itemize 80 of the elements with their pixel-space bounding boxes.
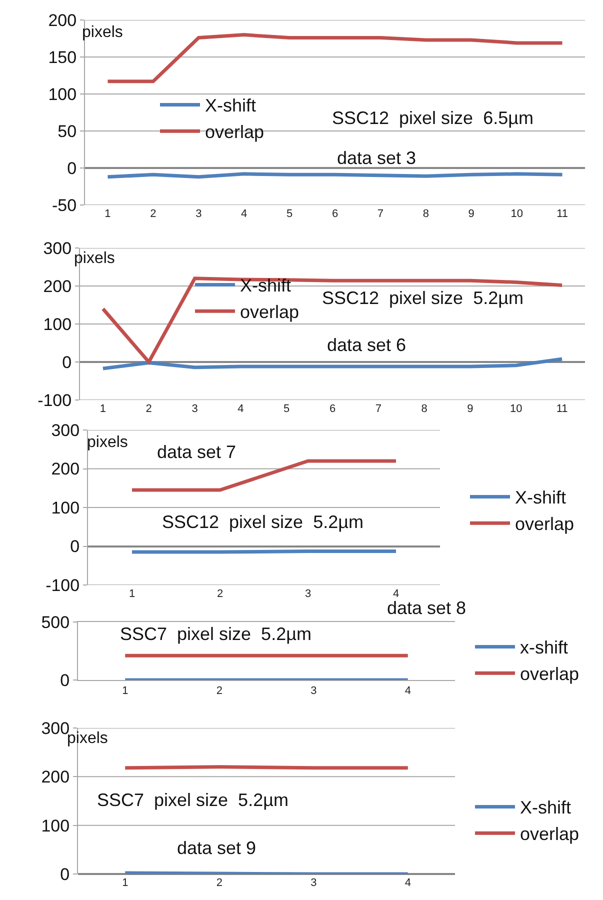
y-axis-title: pixels (82, 24, 123, 41)
x-tick-label: 11 (556, 208, 568, 220)
x-tick-label: 3 (304, 588, 312, 600)
x-tick-label: 6 (332, 208, 338, 220)
legend-label: overlap (520, 824, 580, 844)
x-tick-label: 5 (286, 208, 293, 220)
y-tick-label: 200 (48, 10, 77, 30)
y-tick-label: -100 (46, 576, 80, 595)
x-tick-label: 2 (216, 685, 222, 698)
x-tick-label: 8 (422, 208, 429, 220)
annotation: SSC12 pixel size 6.5µm (332, 108, 534, 128)
y-tick-label: 100 (51, 498, 80, 518)
y-tick-label: 100 (43, 314, 72, 334)
x-tick-label: 1 (122, 685, 128, 698)
x-tick-label: 7 (375, 403, 382, 415)
text: data set 6 (327, 335, 406, 355)
y-tick-label: 100 (48, 84, 77, 104)
y-tick-label: 200 (51, 460, 80, 479)
line-series (101, 357, 564, 370)
legend-label: X-shift (515, 488, 566, 508)
y-tick-label: 500 (41, 612, 70, 632)
x-tick-label: 2 (216, 877, 222, 889)
x-tick-label: 4 (392, 588, 400, 600)
x-tick-label: 9 (468, 208, 474, 220)
y-tick-label: 100 (41, 816, 70, 836)
x-tick-label: 8 (421, 403, 428, 415)
x-tick-label: 2 (216, 588, 224, 600)
legend-label: overlap (515, 514, 574, 534)
x-tick-label: 3 (310, 685, 317, 698)
x-tick-label: 7 (377, 208, 384, 220)
y-tick-label: 0 (70, 537, 80, 556)
y-tick-label: -100 (38, 390, 72, 410)
y-tick-label: 0 (60, 670, 70, 690)
text: data set 7 (157, 442, 236, 462)
y-tick-label: -50 (52, 196, 77, 215)
text: data set 3 (337, 148, 416, 168)
annotation: SSC12 pixel size 5.2µm (322, 288, 524, 308)
legend-label: overlap (520, 664, 580, 684)
x-tick-label: 3 (192, 403, 198, 415)
y-tick-label: 0 (67, 158, 77, 178)
x-tick-label: 10 (510, 208, 523, 220)
legend-label: overlap (240, 302, 300, 322)
annotation: SSC7 pixel size 5.2µm (97, 790, 288, 810)
text: data set 9 (177, 838, 256, 858)
y-tick-label: 200 (43, 276, 72, 296)
y-tick-label: 200 (41, 768, 70, 787)
y-tick-label: 300 (43, 238, 72, 258)
y-tick-label: 50 (58, 122, 77, 141)
x-tick-label: 1 (100, 403, 106, 415)
x-tick-label: 4 (238, 403, 244, 415)
legend-label: X-shift (205, 96, 256, 116)
y-tick-label: 150 (48, 48, 77, 67)
x-tick-label: 6 (329, 403, 336, 415)
x-tick-label: 10 (510, 403, 522, 415)
x-tick-label: 1 (122, 877, 128, 889)
legend-label: overlap (205, 122, 264, 142)
x-tick-label: 2 (150, 208, 156, 220)
x-tick-label: 2 (146, 403, 152, 415)
x-tick-label: 9 (467, 403, 474, 415)
x-tick-label: 4 (404, 685, 411, 698)
x-tick-label: 1 (104, 208, 111, 220)
y-tick-label: 300 (51, 420, 80, 440)
y-axis-title: pixels (74, 250, 115, 267)
legend-label: X-shift (520, 798, 572, 818)
legend-label: x-shift (520, 638, 568, 658)
x-tick-label: 4 (404, 877, 411, 889)
x-tick-label: 3 (196, 208, 202, 220)
chart-title: data set 8 (387, 598, 466, 618)
annotation: SSC7 pixel size 5.2µm (120, 624, 312, 644)
y-axis-title: pixels (87, 434, 128, 451)
line-series (101, 276, 564, 364)
x-tick-label: 1 (128, 588, 136, 600)
y-tick-label: 0 (60, 864, 70, 884)
y-tick-label: 0 (62, 352, 72, 372)
x-tick-label: 5 (284, 403, 290, 415)
x-tick-label: 11 (556, 403, 568, 415)
legend-label: X-shift (240, 276, 292, 296)
x-tick-label: 4 (241, 208, 248, 220)
x-tick-label: 3 (310, 877, 317, 889)
annotation: SSC12 pixel size 5.2µm (162, 512, 364, 532)
